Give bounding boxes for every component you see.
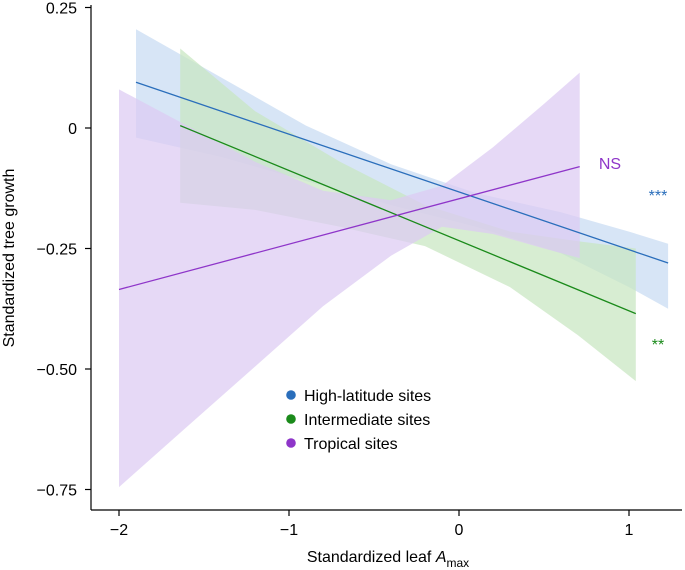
highlatitude-regression-line [135, 81, 669, 264]
legend-marker-tropical [286, 438, 296, 448]
legend-label-tropical: Tropical sites [304, 436, 398, 453]
y-tick-label: 0 [68, 121, 77, 138]
legend-label-intermediate: Intermediate sites [304, 412, 430, 429]
x-axis-title-text: Standardized leaf [307, 549, 436, 566]
x-axis-title: Standardized leaf Amax [307, 549, 469, 570]
y-tick-label: −0.25 [37, 242, 78, 259]
x-axis-title-italic: A [435, 549, 447, 566]
intermediate-regression-line [179, 124, 637, 315]
legend-marker-intermediate [286, 414, 296, 424]
x-tick-label: −1 [280, 522, 298, 539]
x-tick-label: 0 [455, 522, 464, 539]
intermediate-significance-label: ** [652, 337, 664, 354]
y-tick-label: −0.50 [37, 362, 78, 379]
highlatitude-significance-label: *** [649, 188, 668, 205]
x-tick-label: −2 [110, 522, 128, 539]
confidence-bands [119, 29, 669, 488]
tropical-regression-line [118, 165, 580, 291]
ticks: 0.25 0 −0.25 −0.50 −0.75 −2 −1 0 1 [37, 1, 634, 540]
legend-label-highlatitude: High-latitude sites [304, 388, 431, 405]
y-tick-label: −0.75 [37, 483, 78, 500]
tropical-significance-label: NS [599, 156, 621, 173]
legend-marker-highlatitude [286, 390, 296, 400]
y-axis-title: Standardized tree growth [1, 169, 18, 348]
significance-labels: *****NS [599, 156, 667, 354]
regression-lines [118, 81, 669, 315]
legend: High-latitude sites Intermediate sites Tro… [286, 388, 431, 453]
axes [90, 5, 682, 511]
x-axis-title-subscript: max [446, 556, 469, 570]
tropical-confidence-band [119, 72, 580, 488]
y-tick-label: 0.25 [46, 1, 77, 18]
x-tick-label: 1 [625, 522, 634, 539]
